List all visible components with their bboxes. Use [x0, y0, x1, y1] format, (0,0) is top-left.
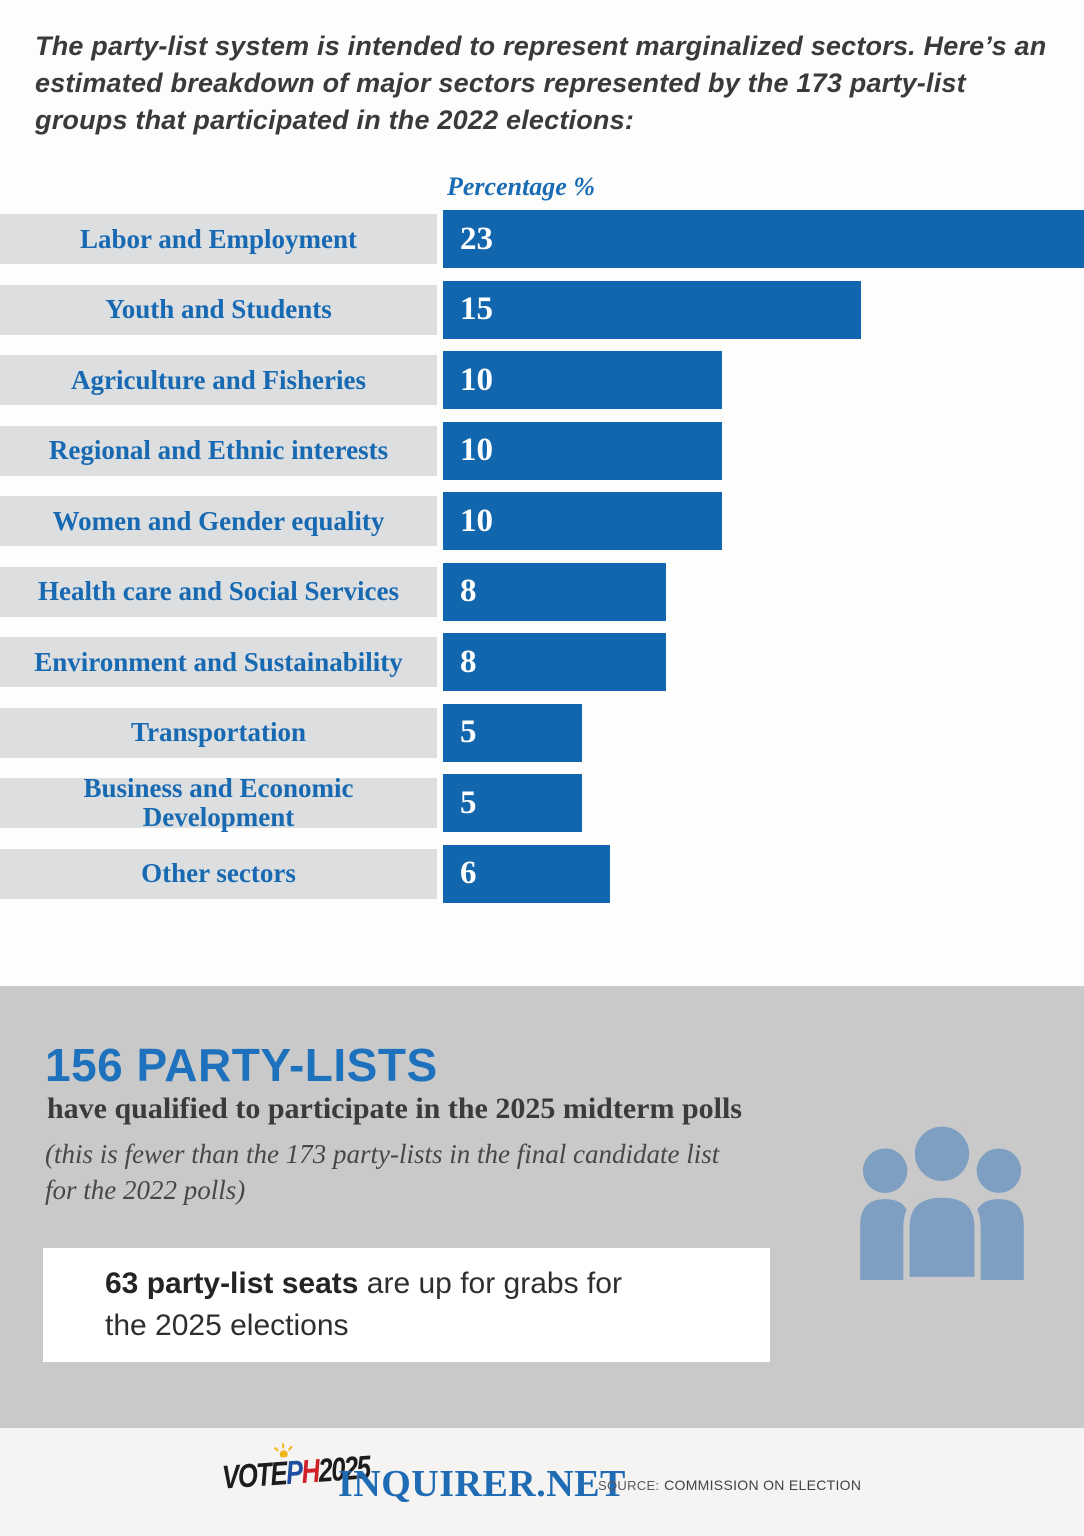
sun-icon	[273, 1443, 293, 1459]
category-label: Youth and Students	[105, 294, 332, 324]
bar: 10	[443, 421, 722, 480]
source-credit: SOURCE: COMMISSION ON ELECTION	[598, 1477, 861, 1495]
category-band: Business and Economic Development	[0, 774, 437, 832]
category-label: Environment and Sustainability	[34, 646, 403, 677]
category-band: Women and Gender equality	[0, 496, 437, 546]
bar: 15	[443, 280, 861, 339]
bar-value: 15	[460, 291, 493, 327]
category-band: Labor and Employment	[0, 214, 437, 264]
category-band: Agriculture and Fisheries	[0, 355, 437, 405]
footer: VOTEPH2025 INQUIRER.NET SOURCE: COMMISSI…	[0, 1428, 1084, 1536]
summary-section: 156 PARTY-LISTS have qualified to partic…	[0, 986, 1084, 1428]
category-band: Regional and Ethnic interests	[0, 425, 437, 476]
chart-row: Labor and Employment 23	[0, 210, 1084, 268]
category-label: Health care and Social Services	[38, 576, 399, 606]
seats-text: 63 party-list seats are up for grabs for…	[105, 1263, 645, 1347]
category-label: Transportation	[130, 717, 306, 747]
people-group-icon	[860, 1120, 1024, 1280]
bar-value: 10	[460, 432, 493, 468]
subheadline: have qualified to participate in the 202…	[47, 1092, 742, 1125]
seats-card: 63 party-list seats are up for grabs for…	[43, 1248, 770, 1362]
chart-row: Youth and Students 15	[0, 280, 1084, 339]
bar-value: 10	[460, 361, 493, 398]
bar-value: 10	[460, 502, 493, 539]
category-band: Youth and Students	[0, 284, 437, 335]
source-label: SOURCE:	[598, 1478, 660, 1493]
chart-row: Women and Gender equality 10	[0, 492, 1084, 550]
category-label: Regional and Ethnic interests	[48, 435, 389, 465]
bar-value: 5	[460, 784, 477, 821]
bar-value: 5	[460, 714, 477, 750]
bar: 5	[443, 774, 582, 832]
category-label: Other sectors	[141, 858, 296, 888]
comparison-note: (this is fewer than the 173 party-lists …	[45, 1139, 720, 1205]
intro-text: The party-list system is intended to rep…	[35, 31, 1047, 135]
voteph-2025-logo: VOTEPH2025	[220, 1443, 412, 1496]
chart-row: Agriculture and Fisheries 10	[0, 351, 1084, 409]
category-band: Other sectors	[0, 848, 437, 899]
bar-value: 23	[460, 220, 493, 257]
category-band: Environment and Sustainability	[0, 637, 437, 687]
category-band: Transportation	[0, 707, 437, 758]
bar: 5	[443, 703, 582, 762]
bar-value: 8	[460, 573, 477, 609]
category-label: Agriculture and Fisheries	[71, 364, 366, 395]
category-band: Health care and Social Services	[0, 566, 437, 617]
chart-row: Business and Economic Development 5	[0, 774, 1084, 832]
bar-value: 6	[460, 855, 477, 891]
logo-vote-text: VOTE	[220, 1454, 288, 1496]
chart-row: Other sectors 6	[0, 844, 1084, 903]
bar: 8	[443, 562, 666, 621]
bar: 23	[443, 210, 1084, 268]
inquirer-net-brand: INQUIRER.NET	[338, 1463, 626, 1505]
category-label: Women and Gender equality	[52, 505, 385, 536]
bar: 6	[443, 844, 610, 903]
bar-value: 8	[460, 643, 477, 680]
party-list-sector-chart: Labor and Employment 23 Youth and Studen…	[0, 210, 1084, 903]
bar: 8	[443, 633, 666, 691]
source-value: COMMISSION ON ELECTION	[664, 1477, 862, 1493]
chart-row: Health care and Social Services 8	[0, 562, 1084, 621]
headline-156-party-lists: 156 PARTY-LISTS	[45, 1039, 438, 1091]
bar: 10	[443, 351, 722, 409]
seats-count: 63 party-list seats	[105, 1267, 359, 1300]
axis-label-percentage: Percentage %	[447, 172, 596, 201]
bar: 10	[443, 492, 722, 550]
chart-row: Environment and Sustainability 8	[0, 633, 1084, 691]
category-label: Labor and Employment	[79, 223, 358, 254]
category-label: Business and Economic Development	[83, 773, 354, 832]
chart-row: Regional and Ethnic interests 10	[0, 421, 1084, 480]
chart-row: Transportation 5	[0, 703, 1084, 762]
seats-rest: are up for grabs for the 2025 elections	[105, 1267, 622, 1342]
